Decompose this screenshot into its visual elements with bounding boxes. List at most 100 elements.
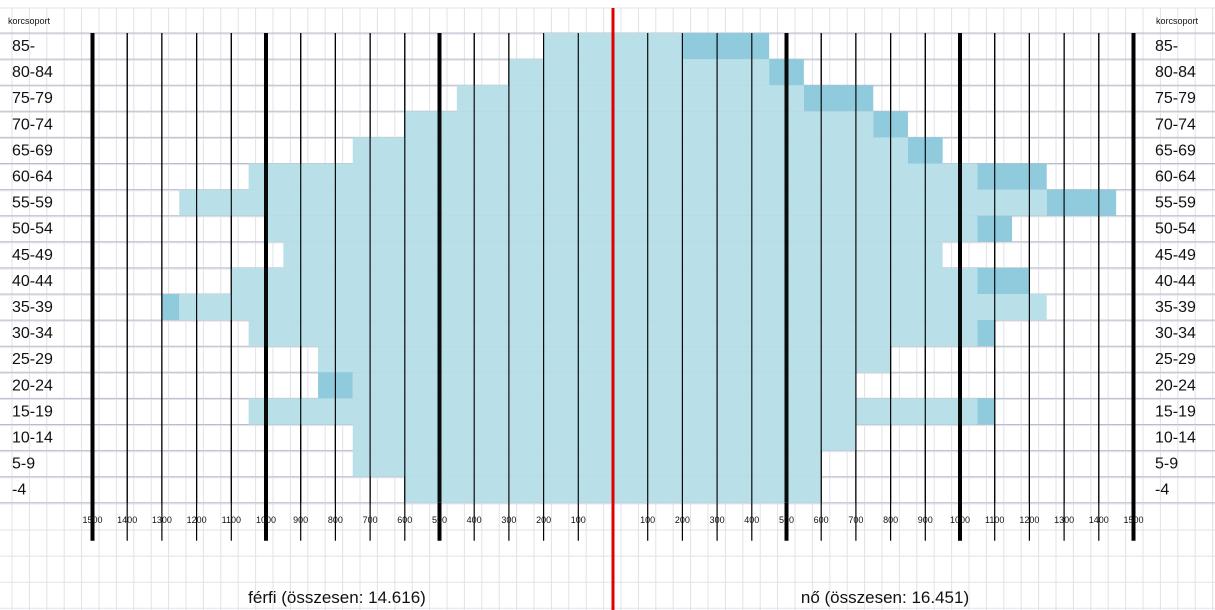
bar-female-50-54	[613, 215, 978, 242]
bar-female-dark-60-64	[977, 163, 1047, 190]
bar-male-15-19	[248, 398, 613, 425]
age-label-left--4: -4	[12, 482, 26, 499]
age-label-left-45-49: 45-49	[12, 247, 53, 264]
bar-female-dark-85-	[682, 33, 770, 60]
age-label-left-30-34: 30-34	[12, 325, 53, 342]
age-label-right-70-74: 70-74	[1155, 116, 1196, 133]
bar-male-dark-35-39	[161, 294, 180, 321]
x-tick-right-1100: 1100	[985, 515, 1004, 525]
bar-female-70-74	[613, 111, 874, 138]
bar-male-55-59	[179, 189, 613, 216]
x-tick-right-300: 300	[710, 515, 725, 525]
age-label-left-80-84: 80-84	[12, 64, 53, 81]
bar-female-dark-15-19	[977, 398, 995, 425]
x-tick-right-100: 100	[640, 515, 655, 525]
bar-male-10-14	[352, 424, 613, 451]
age-label-right-15-19: 15-19	[1155, 403, 1196, 420]
age-label-left-25-29: 25-29	[12, 351, 53, 368]
bar-female-65-69	[613, 137, 908, 164]
bar-female-75-79	[613, 85, 804, 112]
age-label-left-40-44: 40-44	[12, 273, 53, 290]
x-tick-right-200: 200	[675, 515, 690, 525]
bar-male-25-29	[318, 346, 613, 373]
x-tick-left-400: 400	[467, 515, 482, 525]
age-label-right-55-59: 55-59	[1155, 195, 1196, 212]
x-tick-right-700: 700	[848, 515, 863, 525]
x-tick-right-1500: 1500	[1123, 515, 1143, 525]
x-tick-left-500: 500	[432, 515, 447, 525]
bar-female-55-59	[613, 189, 1047, 216]
age-label-left-60-64: 60-64	[12, 169, 53, 186]
age-label-right-10-14: 10-14	[1155, 430, 1196, 447]
age-label-right-35-39: 35-39	[1155, 299, 1196, 316]
header-label-left: korcsoport	[8, 16, 51, 26]
age-label-right-25-29: 25-29	[1155, 351, 1196, 368]
age-label-right-60-64: 60-64	[1155, 169, 1196, 186]
x-tick-left-600: 600	[397, 515, 412, 525]
age-label-left-5-9: 5-9	[12, 456, 35, 473]
age-label-left-70-74: 70-74	[12, 116, 53, 133]
x-tick-left-700: 700	[363, 515, 378, 525]
x-tick-left-1300: 1300	[152, 515, 172, 525]
age-label-right-75-79: 75-79	[1155, 90, 1196, 107]
bar-male-40-44	[231, 267, 614, 294]
age-label-left-85-: 85-	[12, 38, 35, 55]
age-label-right-50-54: 50-54	[1155, 221, 1196, 238]
bar-female-40-44	[613, 267, 978, 294]
bar-male-60-64	[248, 163, 613, 190]
bar-male-80-84	[508, 59, 613, 86]
bar-male-35-39	[179, 294, 613, 321]
x-tick-right-1200: 1200	[1019, 515, 1039, 525]
bar-female-80-84	[613, 59, 770, 86]
series-label-male: férfi (összesen: 14.616)	[248, 588, 426, 607]
bar-male-30-34	[248, 320, 613, 347]
bar-female-15-19	[613, 398, 978, 425]
age-label-left-55-59: 55-59	[12, 195, 53, 212]
age-label-left-15-19: 15-19	[12, 403, 53, 420]
x-tick-left-800: 800	[328, 515, 343, 525]
bar-female-dark-30-34	[977, 320, 995, 347]
bar-male-75-79	[456, 85, 613, 112]
age-label-left-20-24: 20-24	[12, 377, 53, 394]
x-tick-left-1500: 1500	[82, 515, 102, 525]
x-tick-left-1000: 1000	[256, 515, 276, 525]
bar-male-65-69	[352, 137, 613, 164]
age-label-right-45-49: 45-49	[1155, 247, 1196, 264]
bar-female-dark-75-79	[803, 85, 874, 112]
x-tick-left-300: 300	[501, 515, 516, 525]
x-tick-right-900: 900	[918, 515, 933, 525]
x-tick-left-100: 100	[571, 515, 586, 525]
header-label-right: korcsoport	[1156, 16, 1199, 26]
x-tick-left-1200: 1200	[187, 515, 207, 525]
x-tick-right-1400: 1400	[1089, 515, 1109, 525]
x-tick-right-1300: 1300	[1054, 515, 1074, 525]
age-label-right-40-44: 40-44	[1155, 273, 1196, 290]
x-tick-left-200: 200	[536, 515, 551, 525]
bar-male-45-49	[283, 241, 613, 268]
bar-female-10-14	[613, 424, 856, 451]
bar-female-35-39	[613, 294, 1047, 321]
x-tick-right-500: 500	[779, 515, 794, 525]
bar-male-20-24	[352, 372, 613, 399]
age-label-right-20-24: 20-24	[1155, 377, 1196, 394]
age-label-left-65-69: 65-69	[12, 142, 53, 159]
age-label-left-50-54: 50-54	[12, 221, 53, 238]
age-label-right-80-84: 80-84	[1155, 64, 1196, 81]
bar-female-20-24	[613, 372, 856, 399]
bar-male-5-9	[352, 450, 613, 477]
x-tick-right-400: 400	[744, 515, 759, 525]
x-tick-right-800: 800	[883, 515, 898, 525]
x-tick-right-1000: 1000	[950, 515, 970, 525]
bar-female-45-49	[613, 241, 943, 268]
age-label-right-5-9: 5-9	[1155, 456, 1178, 473]
series-label-female: nő (összesen: 16.451)	[801, 588, 969, 607]
x-tick-left-1100: 1100	[222, 515, 241, 525]
age-label-left-10-14: 10-14	[12, 430, 53, 447]
bar-female-60-64	[613, 163, 978, 190]
age-label-left-35-39: 35-39	[12, 299, 53, 316]
age-label-left-75-79: 75-79	[12, 90, 53, 107]
age-label-right-30-34: 30-34	[1155, 325, 1196, 342]
x-tick-left-900: 900	[293, 515, 308, 525]
